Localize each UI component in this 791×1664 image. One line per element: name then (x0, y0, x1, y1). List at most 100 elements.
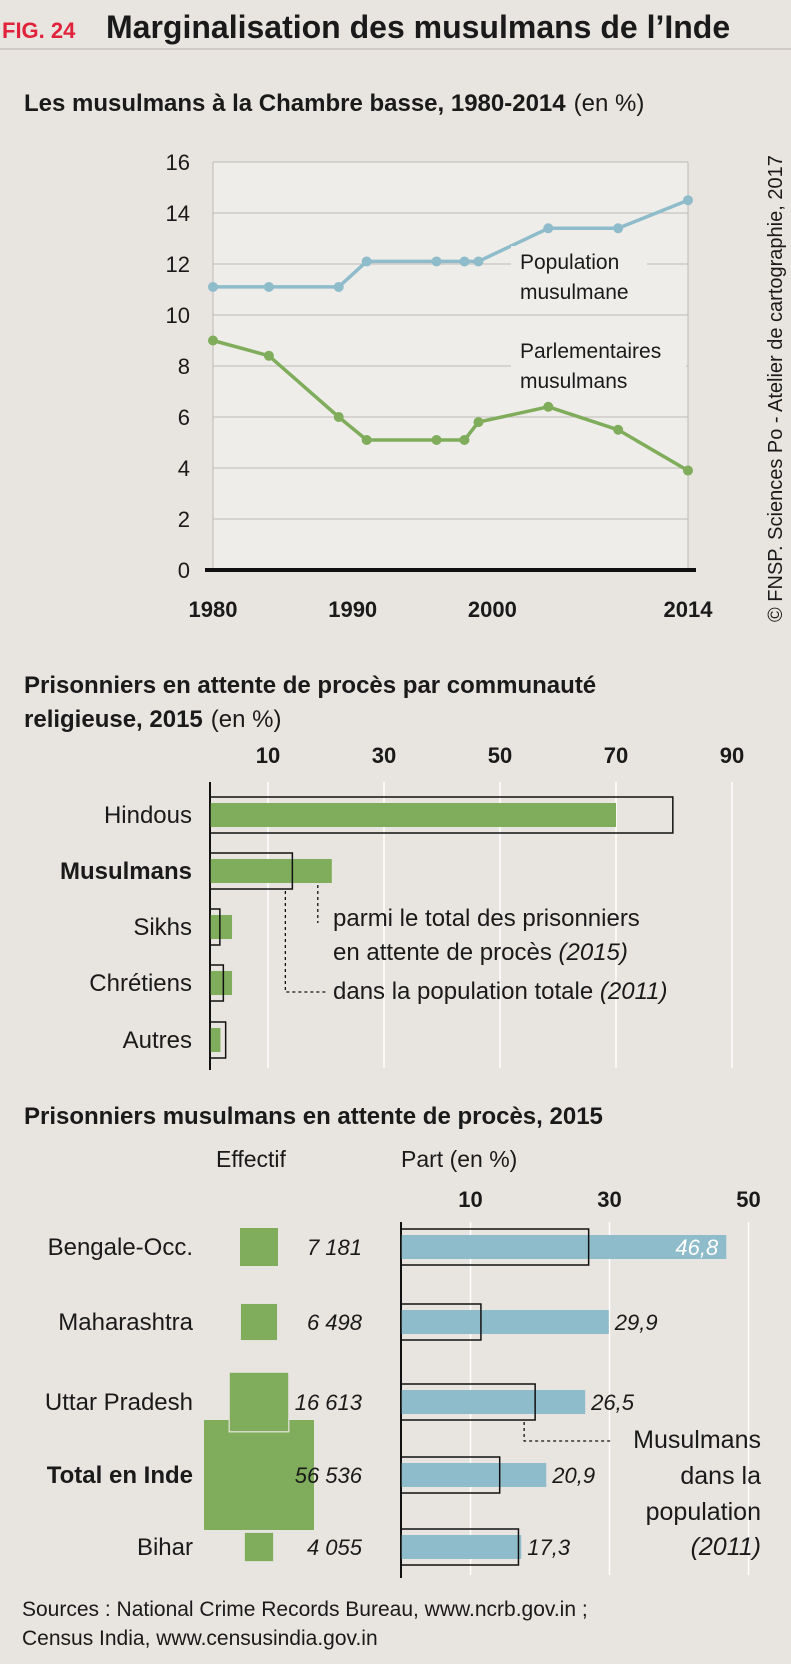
series-line-population-musulmane (213, 198, 689, 289)
data-point (459, 434, 470, 445)
data-point (459, 256, 470, 267)
sources-line1: Sources : National Crime Records Bureau,… (22, 1598, 588, 1621)
part-value-label: 17,3 (527, 1535, 571, 1560)
x-tick-label: 30 (597, 1187, 621, 1212)
state-label-total-en-inde: Total en Inde (47, 1462, 193, 1489)
effectif-value-label: 16 613 (295, 1390, 363, 1415)
effectif-value-label: 7 181 (307, 1235, 362, 1260)
data-point (683, 195, 693, 206)
data-point (208, 281, 218, 292)
x-tick-label: 2000 (468, 597, 517, 622)
effectif-square-maharashtra (239, 1302, 279, 1342)
legend-leader-outline (284, 891, 328, 993)
data-point (263, 281, 274, 292)
line-chart-series-labels: Population musulmane Parlementaires musulma… (511, 246, 686, 396)
y-tick-label: 4 (178, 456, 190, 481)
line-chart-series (208, 195, 693, 476)
legend-bar-line1: parmi le total des prisonniers (333, 905, 640, 932)
data-point (473, 256, 484, 267)
bar-prisoners-chretiens (210, 971, 233, 995)
part-value-label: 46,8 (675, 1235, 719, 1260)
figure-number: FIG. 24 (2, 18, 76, 43)
y-tick-label: 16 (166, 150, 190, 175)
data-point (473, 417, 484, 428)
legend-bar-line2: en attente de procès (2015) (333, 939, 628, 966)
x-tick-label: 10 (458, 1187, 482, 1212)
x-tick-label: 2014 (664, 597, 714, 622)
community-chart-bars (209, 796, 674, 1059)
state-label-bengale-occ: Bengale-Occ. (48, 1234, 193, 1261)
state-label-bihar: Bihar (137, 1534, 193, 1561)
line-chart-title-unit: (en %) (574, 90, 645, 117)
label-backdrop (511, 246, 647, 308)
bar-prisoners-autres (210, 1028, 221, 1052)
bar-chart-title-line1: Prisonniers en attente de procès par com… (24, 672, 596, 699)
data-point (543, 401, 554, 412)
legend-line: population (646, 1498, 761, 1526)
bar-part-bihar (401, 1535, 522, 1559)
y-tick-label: 10 (166, 303, 190, 328)
data-point (683, 465, 693, 476)
outline-population-chretiens (209, 964, 225, 1002)
category-label-hindous: Hindous (104, 802, 192, 829)
part-value-label: 26,5 (590, 1390, 635, 1415)
x-tick-label: 90 (720, 743, 744, 768)
series-line-parlementaires-musulmans (212, 338, 689, 473)
outline-population-musulmans (209, 852, 294, 890)
legend-line: Musulmans (633, 1426, 761, 1454)
bar-chart-title-line2-main: religieuse, 2015 (24, 706, 203, 733)
data-point (613, 424, 624, 435)
state-chart-bars (400, 1228, 727, 1566)
effectif-square-uttar-pradesh (228, 1371, 290, 1433)
outline-population-bihar (400, 1528, 520, 1566)
legend-outline-italic: (2011) (600, 978, 668, 1005)
y-tick-label: 2 (178, 507, 190, 532)
legend-outline: dans la population totale (2011) (333, 978, 667, 1005)
data-point (361, 434, 372, 445)
state-chart-effectif-squares (204, 1226, 314, 1563)
y-tick-label: 14 (166, 201, 190, 226)
outline-population-uttar-pradesh (400, 1383, 536, 1421)
effectif-value-label: 6 498 (307, 1310, 363, 1335)
category-label-chretiens: Chrétiens (89, 970, 192, 997)
data-point (431, 256, 442, 267)
y-tick-label: 6 (178, 405, 190, 430)
x-tick-label: 1980 (189, 597, 238, 622)
bar-part-maharashtra (401, 1310, 609, 1334)
line-chart-grid (205, 161, 696, 572)
outline-population-hindous (209, 796, 674, 834)
y-tick-label: 0 (178, 558, 190, 583)
bar-chart-title-unit: (en %) (211, 706, 282, 733)
data-point (333, 281, 344, 292)
data-point (208, 335, 218, 346)
x-tick-label: 50 (488, 743, 512, 768)
state-chart-col-effectif: Effectif (216, 1146, 286, 1172)
line-chart-x-ticks: 1980 1990 2000 2014 (189, 597, 714, 622)
bar-chart-title-line2: religieuse, 2015 (en %) (24, 706, 281, 733)
data-point (613, 223, 624, 234)
series-label-parlementaires: musulmans (520, 370, 627, 393)
part-value-label: 20,9 (551, 1463, 595, 1488)
bar-part-bengale-occ (401, 1235, 727, 1259)
x-tick-label: 30 (372, 743, 396, 768)
bar-prisoners-hindous (210, 803, 616, 827)
y-tick-label: 12 (166, 252, 190, 277)
credit-text: © FNSP. Sciences Po - Atelier de cartogr… (765, 155, 787, 622)
effectif-square-total-en-inde (204, 1420, 314, 1530)
label-backdrop (511, 334, 686, 396)
bar-prisoners-sikhs (210, 915, 233, 939)
line-chart-title-main: Les musulmans à la Chambre basse, 1980-2… (24, 90, 566, 117)
effectif-square-bengale-occ (238, 1226, 280, 1268)
category-label-sikhs: Sikhs (133, 914, 192, 941)
outline-population-sikhs (209, 908, 221, 946)
outline-population-total-en-inde (400, 1456, 501, 1494)
data-point (543, 223, 554, 234)
effectif-value-label: 4 055 (307, 1535, 363, 1560)
outline-population-maharashtra (400, 1303, 482, 1341)
category-label-autres: Autres (123, 1027, 192, 1054)
line-chart-title: Les musulmans à la Chambre basse, 1980-2… (24, 90, 644, 117)
state-label-uttar-pradesh: Uttar Pradesh (45, 1389, 193, 1416)
state-chart-grid: 10 30 50 (400, 1187, 761, 1578)
bar-prisoners-musulmans (210, 859, 332, 883)
